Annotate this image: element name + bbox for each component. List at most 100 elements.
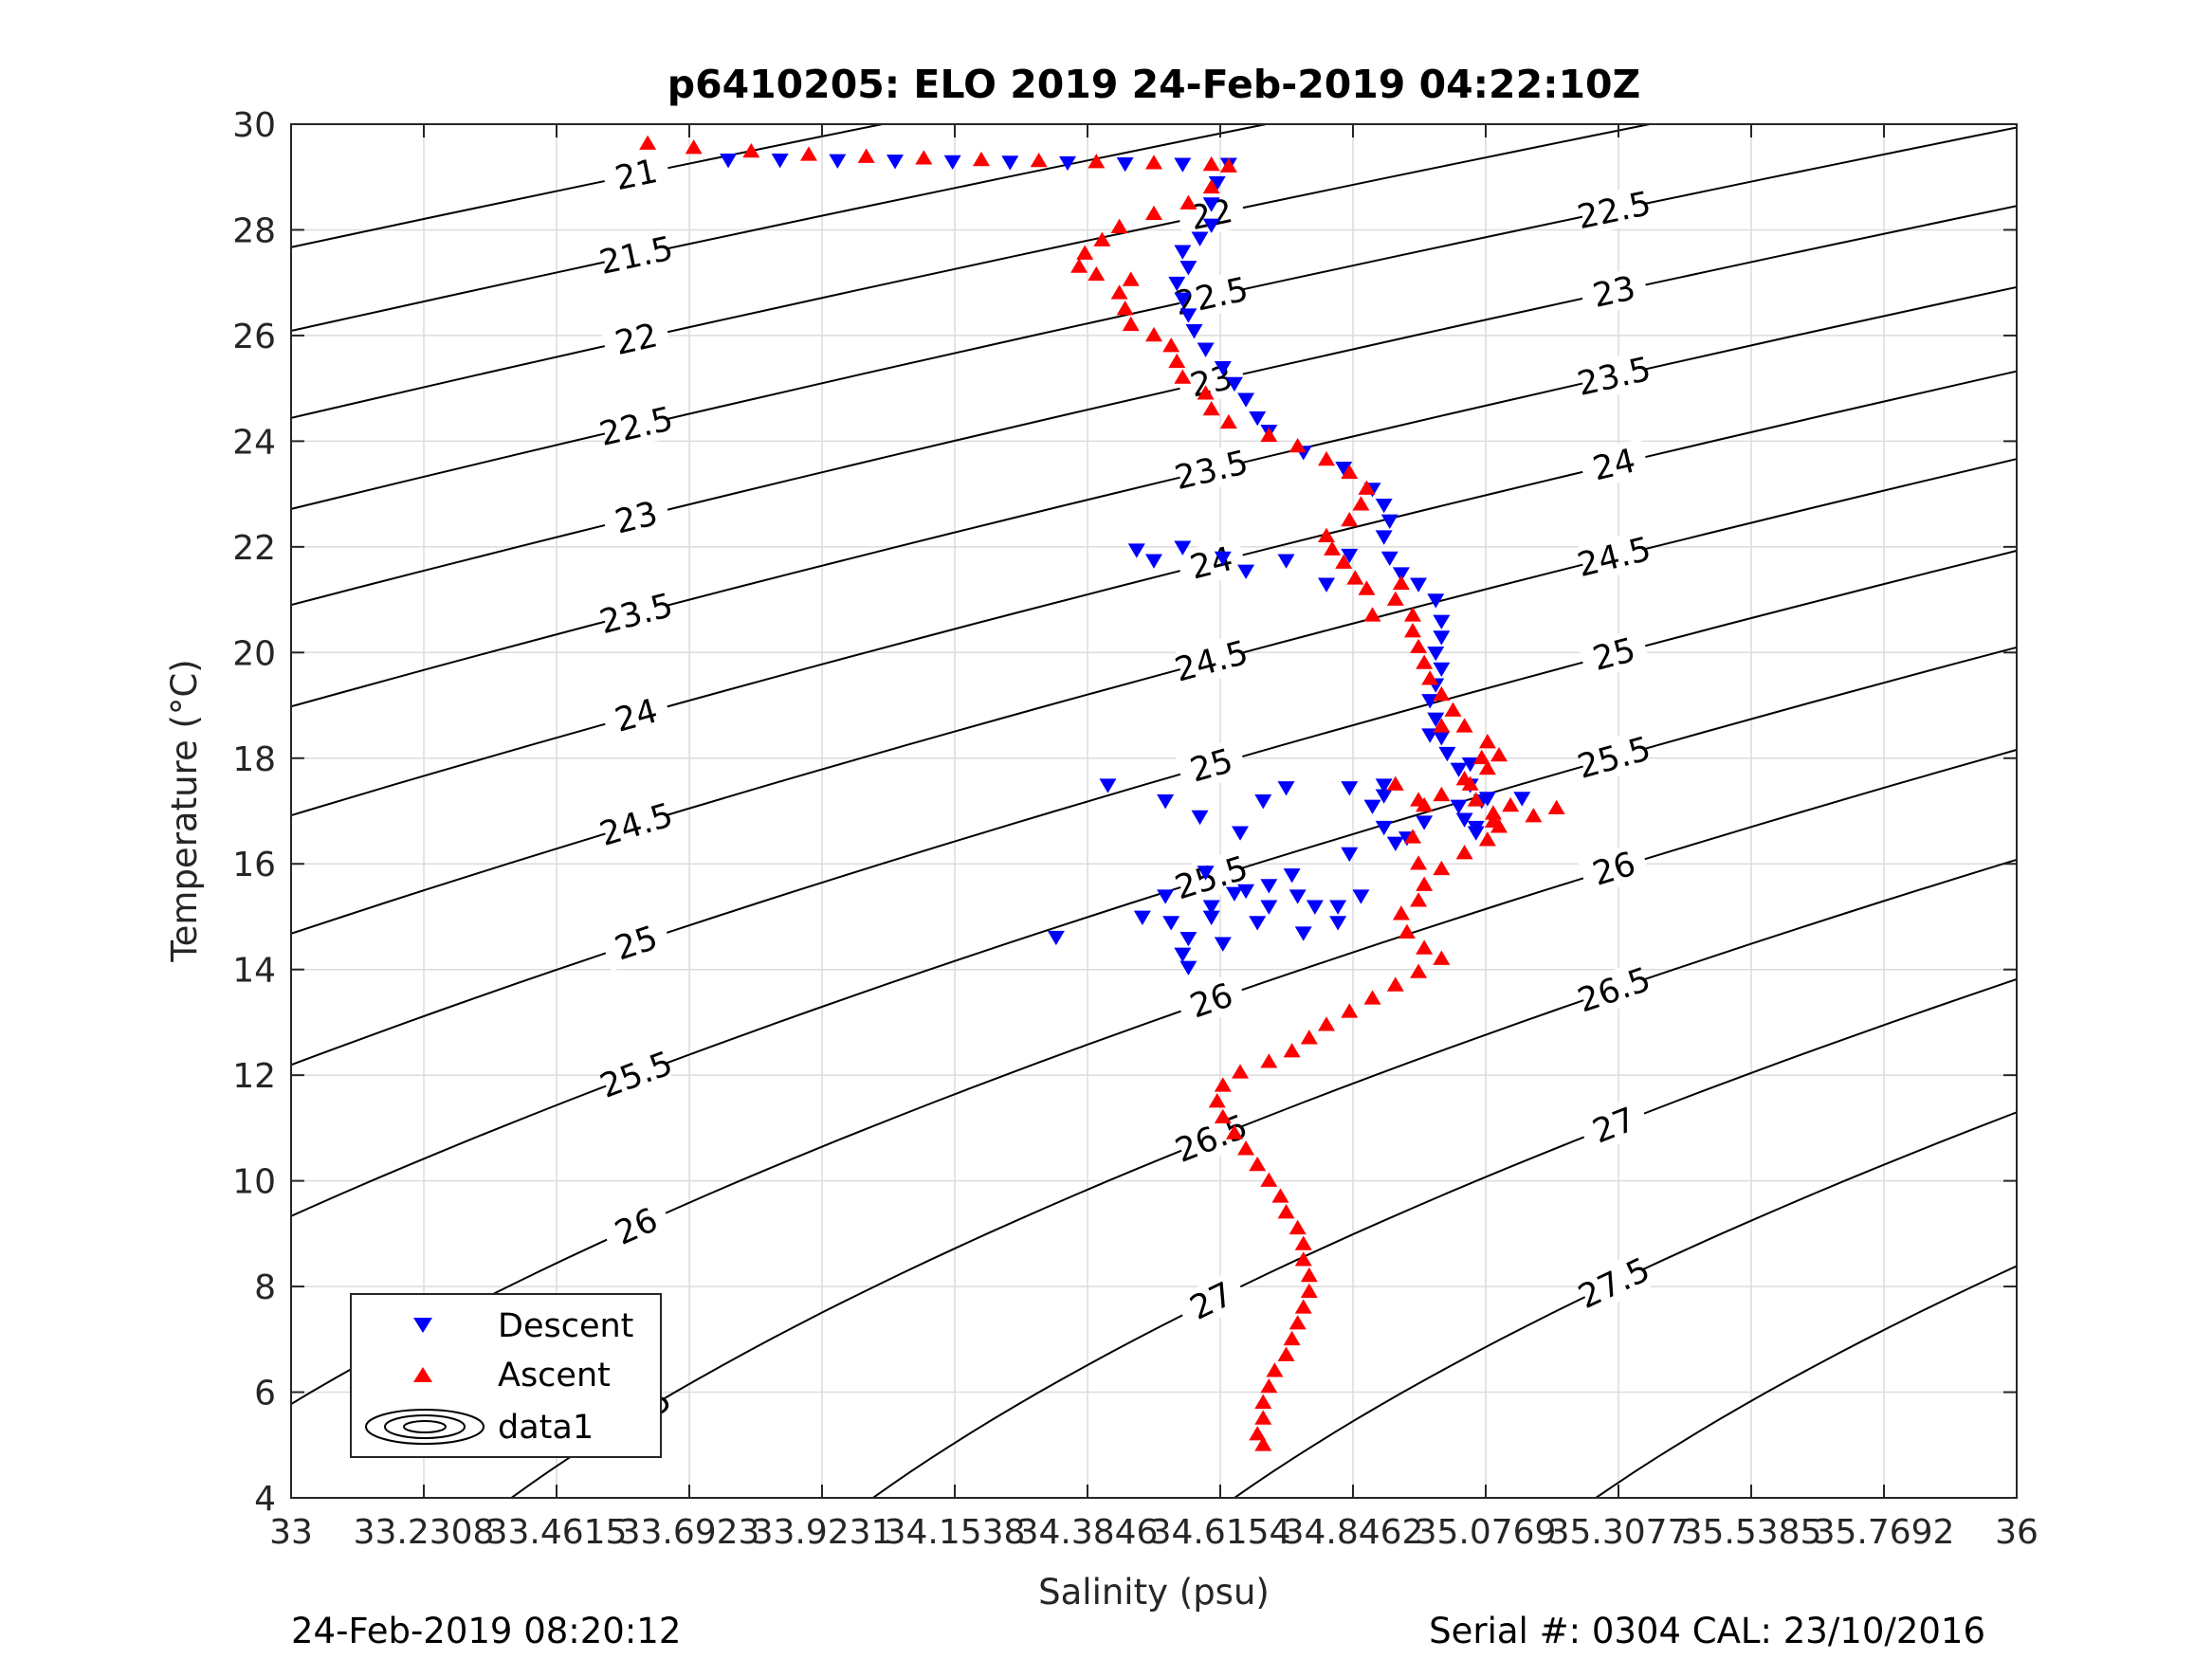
ascent-point [1547,799,1565,815]
ascent-point [1335,554,1353,569]
ascent-point [1208,1093,1226,1108]
descent-point [1254,794,1272,810]
descent-point [1513,792,1531,807]
ascent-point [1219,413,1237,429]
ascent-point [1214,1108,1232,1124]
axes-box [290,123,2018,1499]
descent-point [1174,540,1192,556]
descent-point [1335,461,1353,477]
ascent-point [1294,1299,1312,1314]
ascent-point [1478,759,1496,775]
ascent-point [1478,734,1496,749]
x-tick-label: 33.2308 [354,1513,495,1552]
descent-point [1427,712,1445,727]
ascent-point [1110,218,1128,233]
contour-label-bg [1176,356,1248,408]
legend-contour-marker [365,1409,484,1445]
contour-label-bg [1578,730,1651,785]
ascent-point [1455,718,1473,733]
descent-point [1329,916,1347,931]
ascent-point [1341,511,1359,527]
contour-label-bg [1578,185,1650,236]
density-contour-line [291,124,1654,419]
y-tick-label: 14 [232,952,276,991]
ascent-point [1249,1156,1267,1172]
ascent-point [1324,540,1342,556]
ascent-point [1392,905,1410,921]
ascent-point [1410,855,1428,870]
ascent-point [1341,464,1359,480]
ascent-point [1122,271,1140,286]
contour-label-bg [600,149,672,200]
contour-label-bg [1578,438,1651,491]
descent-point [1127,543,1145,558]
ascent-point [1467,792,1485,807]
density-contour-line [291,370,2017,817]
ascent-point [1358,480,1376,495]
descent-point [720,154,738,169]
ascent-point [1088,265,1106,282]
descent-point [1283,868,1301,884]
descent-point [1260,879,1278,894]
y-tick-label: 6 [254,1375,276,1413]
contour-label-bg [1577,841,1651,897]
descent-point [1214,551,1232,566]
ascent-point [1289,1315,1307,1330]
legend-ascent-label: Ascent [498,1357,611,1395]
ascent-point [1433,718,1451,733]
descent-point [1237,564,1255,579]
descent-point [1341,548,1359,564]
contour-label-bg [1175,634,1248,688]
x-tick-label: 35.5385 [1681,1513,1822,1552]
ascent-point [915,150,933,165]
ascent-point [1416,796,1434,812]
legend-descent-label: Descent [498,1307,633,1345]
ascent-point [1197,385,1215,400]
ascent-point [1283,1043,1301,1058]
x-tick-label: 33.4615 [486,1513,628,1552]
y-tick-label: 4 [254,1480,276,1519]
ascent-point [1254,1394,1272,1409]
contour-label-bg [1577,1251,1652,1314]
contour-label-bg [1175,738,1248,793]
descent-point [1185,324,1203,339]
ascent-point [1249,1426,1267,1441]
descent-point [1450,762,1468,777]
ascent-point [1404,829,1421,844]
x-tick-label: 34.3846 [1017,1513,1159,1552]
ascent-point [973,151,990,167]
descent-point [1099,778,1117,793]
descent-point [1341,781,1359,796]
ascent-point [1232,1064,1249,1079]
ascent-point [1410,892,1428,907]
ascent-point [1277,1204,1295,1219]
contour-label-bg [600,229,672,281]
ascent-point [1433,685,1451,702]
ascent-point [1202,155,1220,172]
ascent-point [1122,316,1140,332]
ascent-point [1294,1235,1312,1250]
descent-point [1277,554,1295,569]
legend-ascent-marker [413,1367,432,1382]
ascent-point [1070,258,1088,273]
y-tick-label: 10 [232,1163,276,1202]
ascent-point [1179,194,1197,210]
ascent-point [1386,976,1404,992]
ascent-point [1363,607,1381,622]
ascent-point [1484,805,1502,820]
descent-point [1318,577,1335,592]
ascent-point [1300,1267,1318,1283]
ascent-point [1225,1124,1243,1139]
descent-point [1380,551,1398,566]
descent-point [1047,930,1065,946]
ascent-point [1363,990,1381,1005]
y-axis-ticks: 4 6 8 10 12 14 16 18 20 22 24 26 28 30 [232,106,2017,1519]
descent-point [1249,411,1267,427]
contour-label-bg [1174,972,1249,1030]
descent-point [1202,197,1220,212]
ascent-point [1145,155,1162,170]
descent-point [1179,261,1197,276]
ascent-point [1404,607,1421,622]
ascent-point [1444,702,1462,717]
descent-point [1277,781,1295,796]
